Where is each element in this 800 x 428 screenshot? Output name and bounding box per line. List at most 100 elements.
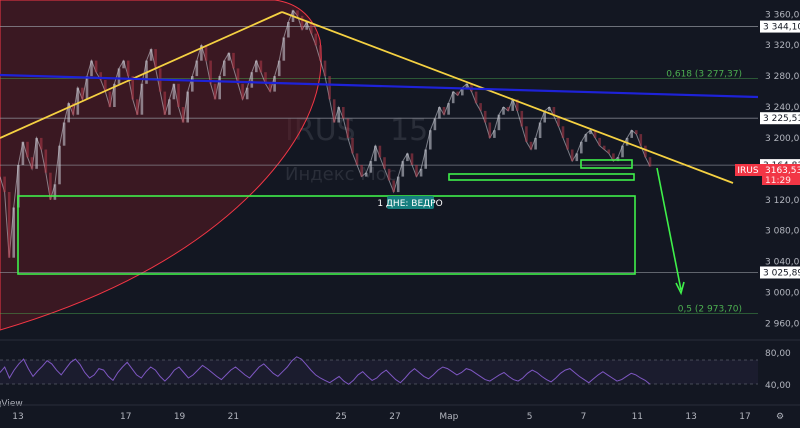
x-tick-label: 17 — [739, 412, 750, 422]
candle — [213, 83, 217, 100]
candle — [62, 122, 66, 146]
candle — [49, 172, 52, 200]
settings-icon[interactable]: ⚙ — [776, 412, 784, 422]
candle — [17, 165, 20, 208]
green-zone-large[interactable] — [17, 195, 636, 275]
candle — [140, 83, 144, 115]
candle — [506, 107, 510, 111]
green-arrow-head — [675, 281, 685, 296]
candle — [401, 161, 405, 177]
candle — [630, 130, 633, 138]
x-tick-label: 5 — [527, 412, 533, 422]
candle — [282, 37, 286, 61]
candle — [209, 60, 212, 84]
countdown-label: 11:29 — [765, 176, 791, 186]
candle — [493, 130, 496, 138]
candle — [268, 83, 272, 92]
candle — [548, 107, 551, 111]
candle — [525, 126, 528, 142]
y-tick-label: 3 000,00 — [765, 288, 800, 298]
yellow-trendline-down[interactable] — [281, 11, 734, 184]
candle — [351, 137, 354, 154]
candle — [502, 107, 505, 115]
candle — [589, 130, 592, 135]
x-tick-label: 13 — [12, 412, 23, 422]
candle — [570, 149, 574, 162]
candle — [163, 91, 167, 115]
candle — [552, 107, 556, 117]
candle — [12, 207, 15, 258]
candle — [639, 134, 643, 146]
candle — [287, 22, 290, 38]
candle — [250, 72, 254, 88]
fib-label: 0,618 (3 277,37) — [666, 69, 742, 79]
candle — [465, 83, 469, 88]
candle — [557, 116, 560, 127]
yellow-trendline-up[interactable] — [0, 11, 283, 139]
candle — [419, 168, 423, 177]
x-tick-label: 11 — [632, 412, 643, 422]
candle — [300, 15, 304, 30]
horizontal-level-lines — [0, 26, 758, 273]
candle — [616, 157, 620, 162]
candle — [534, 137, 537, 150]
candle — [328, 76, 331, 100]
candle — [85, 76, 89, 100]
candle — [406, 153, 409, 162]
candle — [227, 52, 231, 61]
y-tick-label: 3 320,00 — [765, 41, 800, 51]
candle — [113, 83, 116, 107]
candle — [168, 99, 171, 115]
annotation-label: 1 ДНЕ: ВЕДРО — [377, 199, 442, 209]
candle — [186, 91, 189, 123]
rsi-band — [0, 360, 758, 384]
candle — [71, 103, 75, 115]
level-tag-bg — [760, 112, 800, 125]
y-tick-label: 3 280,00 — [765, 72, 800, 82]
level-tag-label: 3 344,10 — [763, 23, 800, 33]
candle — [154, 49, 157, 69]
annotation-box[interactable] — [387, 196, 434, 209]
candle — [635, 130, 638, 135]
candle — [204, 45, 208, 61]
candle — [520, 110, 524, 127]
candle — [296, 10, 299, 16]
candle — [181, 107, 185, 123]
candle — [561, 126, 565, 138]
candle — [584, 134, 588, 142]
y-tick-label: 2 960,00 — [765, 319, 800, 329]
candle — [488, 122, 492, 138]
green-zone-small[interactable] — [580, 159, 633, 169]
candle — [255, 60, 258, 73]
watermark-brand: ngView — [0, 399, 23, 409]
candle — [529, 141, 533, 150]
candle — [218, 76, 221, 100]
rsi-label-40: 40,00 — [765, 381, 791, 391]
candle — [364, 172, 368, 177]
candle — [99, 72, 102, 80]
candle — [538, 122, 542, 138]
candle — [516, 99, 519, 111]
candle — [621, 145, 624, 158]
green-zone-thin[interactable] — [448, 173, 635, 181]
green-arrow-line[interactable] — [656, 167, 682, 291]
x-tick-label: 13 — [685, 412, 696, 422]
time-axis[interactable]: 13 17 19 21 25 27 Мар 5 7 11 13 17 — [12, 412, 750, 422]
candle — [277, 60, 281, 77]
x-tick-label: 19 — [174, 412, 186, 422]
candle — [245, 87, 249, 100]
candle — [442, 107, 446, 115]
candle — [378, 145, 382, 158]
candle — [625, 137, 629, 146]
blue-trendline[interactable] — [0, 73, 759, 99]
rsi-label-80: 80,00 — [765, 349, 791, 359]
candle — [21, 141, 25, 165]
candle — [429, 130, 432, 150]
candle — [90, 60, 93, 77]
candle — [392, 180, 395, 192]
y-tick-label: 3 360,00 — [765, 10, 800, 20]
y-tick-label: 3 200,00 — [765, 134, 800, 144]
candle — [26, 141, 29, 158]
candle — [374, 145, 377, 162]
